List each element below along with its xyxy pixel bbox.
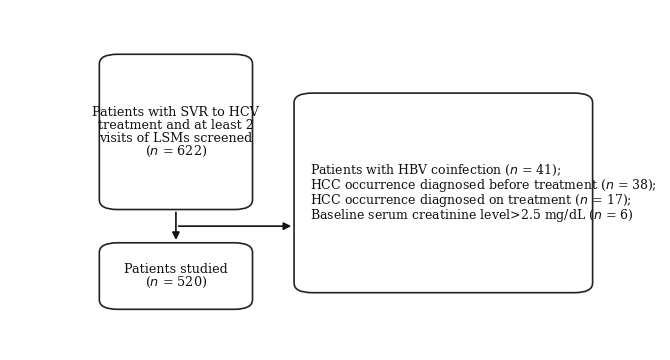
Text: HCC occurrence diagnosed before treatment ($n$ = 38);: HCC occurrence diagnosed before treatmen… <box>310 177 657 194</box>
Text: Patients with SVR to HCV: Patients with SVR to HCV <box>92 106 259 119</box>
Text: HCC occurrence diagnosed on treatment ($n$ = 17);: HCC occurrence diagnosed on treatment ($… <box>310 192 632 209</box>
Text: ($n$ = 622): ($n$ = 622) <box>145 144 207 158</box>
Text: visits of LSMs screened: visits of LSMs screened <box>99 132 253 145</box>
FancyBboxPatch shape <box>99 54 253 210</box>
Text: ($n$ = 520): ($n$ = 520) <box>145 275 207 290</box>
Text: Patients studied: Patients studied <box>124 263 228 276</box>
Text: treatment and at least 2: treatment and at least 2 <box>98 119 254 132</box>
Text: Baseline serum creatinine level>2.5 mg/dL ($n$ = 6): Baseline serum creatinine level>2.5 mg/d… <box>310 207 633 224</box>
FancyBboxPatch shape <box>294 93 593 293</box>
FancyBboxPatch shape <box>99 243 253 309</box>
Text: Patients with HBV coinfection ($n$ = 41);: Patients with HBV coinfection ($n$ = 41)… <box>310 162 561 177</box>
